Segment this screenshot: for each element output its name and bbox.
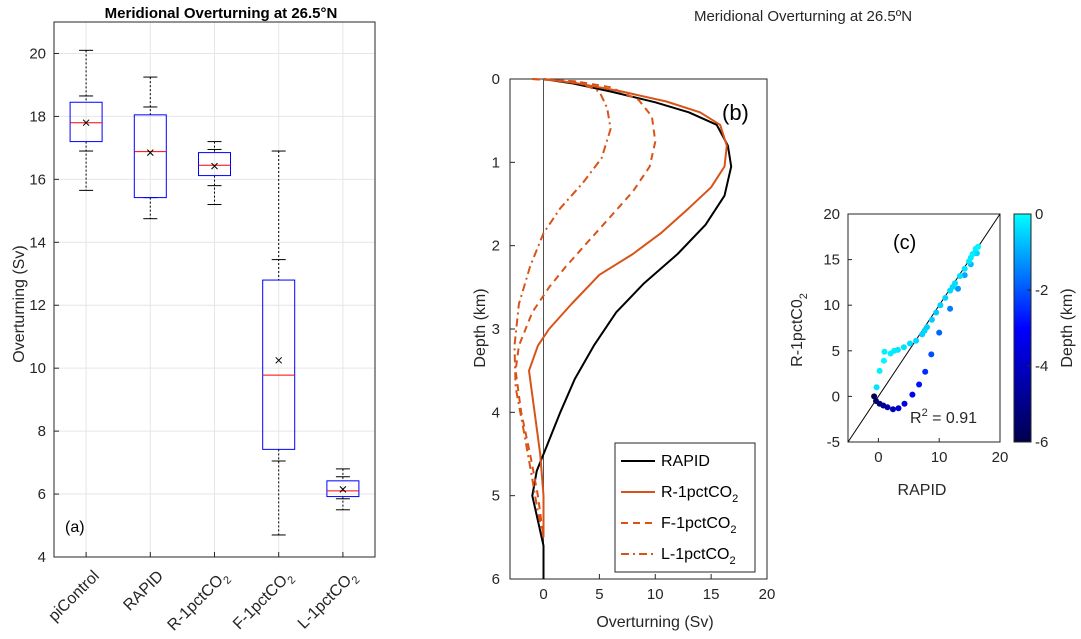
panel-c-ytick-label: 15 [823,252,840,269]
panel-b-ytick-label: 1 [492,154,500,171]
panel-b-ytick-label: 0 [492,71,500,88]
colorbar [1013,213,1032,443]
series-line-1 [528,78,728,538]
panel-c-xtick-label: 0 [874,449,882,466]
panel-b-xtick-label: 20 [759,586,776,603]
legend-entry: RAPID [661,453,710,470]
panel-c-ytick-label: 5 [832,343,840,360]
legend-box [614,442,756,573]
panel-b-title: Meridional Overturning at 26.5ºN [694,8,912,25]
panel-c-ytick-label: 10 [823,297,840,314]
panel-c-xtick-label: 20 [992,449,1009,466]
panel-b-ytick-label: 5 [492,488,500,505]
panel-a-ytick-label: 14 [29,234,46,251]
panel-a-ytick-label: 10 [29,360,46,377]
panel-c-ytick-label: -5 [827,434,840,451]
scatter-point [928,316,935,323]
scatter-point [881,348,888,355]
colorbar-tick-label: -4 [1035,358,1048,375]
scatter-point [907,340,913,347]
series-line-3 [513,78,612,538]
scatter-point [909,391,916,398]
panel-a-ytick-label: 8 [38,423,46,440]
panel-b-lineplot: Meridional Overturning at 26.5ºN Overtur… [472,8,912,631]
mean-marker [275,356,283,364]
panel-b-ytick-label: 2 [492,238,500,255]
scatter-point [936,329,943,336]
box [133,114,167,199]
scatter-point [955,285,961,292]
scatter-point [890,406,896,413]
panel-b-ytick-label: 3 [492,321,500,338]
panel-a-ytick-label: 12 [29,297,46,314]
panel-a-ytick-label: 20 [29,45,46,62]
scatter-point [967,254,974,261]
scatter-point [961,265,968,272]
box [198,152,231,177]
scatter-point [900,344,907,351]
box [69,101,103,143]
scatter-point [871,393,878,400]
legend-entry: L-1pctCO2 [661,546,736,567]
panel-c-scatter: RAPID R-1pctC02 (c) R2 = 0.91 Depth (km)… [789,206,1076,499]
panel-a-ytick-label: 4 [38,549,46,566]
panel-b-xtick-label: 5 [595,586,603,603]
box [262,279,296,450]
legend-entry: R-1pctCO2 [661,484,738,505]
scatter-point [947,305,954,312]
scatter-point [933,309,940,316]
panel-c-xtick-label: 10 [931,449,948,466]
panel-a-ytick-label: 6 [38,486,46,503]
mean-marker [339,485,347,493]
scatter-point [916,381,923,388]
panel-a-ytick-label: 18 [29,108,46,125]
scatter-point [942,294,949,301]
panel-a-ylabel: Overturning (Sv) [11,245,28,362]
panel-c-ytick-label: 0 [832,388,840,405]
scatter-point [922,368,929,375]
panel-b-ylabel: Depth (km) [472,288,489,367]
scatter-point [895,405,902,412]
scatter-point [956,273,963,279]
box [326,480,360,498]
panel-a-label: (a) [65,519,85,536]
panel-b-xtick-label: 0 [539,586,547,603]
scatter-point [937,302,944,309]
panel-a-ytick-label: 16 [29,171,46,188]
panel-a-title: Meridional Overturning at 26.5°N [105,5,338,22]
panel-b-label: (b) [722,100,749,125]
panel-b-ytick-label: 6 [492,571,500,588]
scatter-point [876,367,883,374]
scatter-point [961,272,968,279]
colorbar-tick-label: -2 [1035,282,1048,299]
scatter-point [901,400,908,407]
panel-c-axes [847,213,1001,443]
scatter-point [921,327,928,334]
colorbar-label: Depth (km) [1059,288,1076,367]
scatter-point [891,347,898,354]
scatter-point [975,243,982,250]
mean-marker [146,149,154,156]
panel-c-ytick-label: 20 [823,206,840,223]
r-squared-annotation: R2 = 0.91 [910,407,977,427]
scatter-point [880,357,887,364]
scatter-point [884,404,891,411]
scatter-point [913,337,920,344]
scatter-point [928,351,935,358]
colorbar-tick-label: -6 [1035,434,1048,451]
colorbar-tick-label: 0 [1035,206,1043,223]
mean-marker [82,119,90,127]
panel-b-xlabel: Overturning (Sv) [596,614,713,631]
scatter-point [949,284,956,290]
panel-c-ylabel: R-1pctC02 [789,293,810,367]
panel-b-ytick-label: 4 [492,404,500,421]
panel-b-xtick-label: 15 [703,586,720,603]
panel-c-label: (c) [893,232,916,254]
scatter-point [873,384,880,391]
mean-marker [211,162,218,170]
legend-entry: F-1pctCO2 [661,515,736,536]
panel-b-xtick-label: 10 [647,586,664,603]
panel-c-xlabel: RAPID [898,482,947,499]
